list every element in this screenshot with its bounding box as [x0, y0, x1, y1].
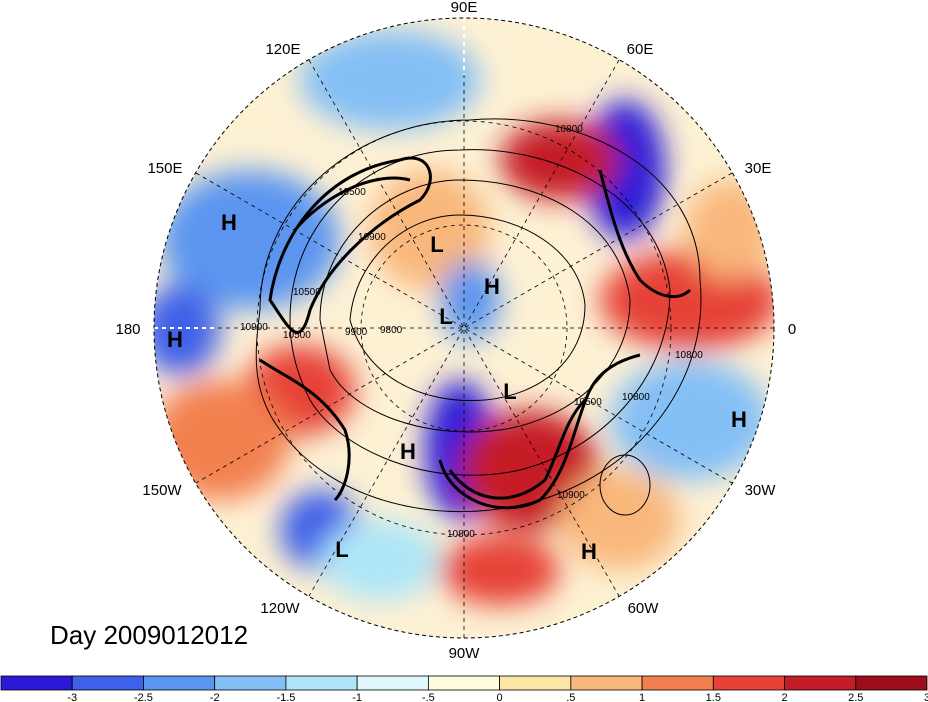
colorbar-tick-label: 3	[924, 692, 928, 702]
lon-label-180: 180	[115, 321, 140, 338]
contour-label: 10500	[293, 287, 321, 298]
high-pressure-label: H	[484, 274, 500, 299]
high-pressure-label: H	[731, 407, 747, 432]
contour-label: 10800	[555, 124, 583, 135]
low-pressure-label: L	[439, 304, 452, 329]
lon-label-0: 0	[788, 321, 796, 338]
high-pressure-label: H	[581, 539, 597, 564]
colorbar-tick-label: 1.5	[706, 692, 721, 702]
low-pressure-label: L	[430, 232, 443, 257]
map-boundary	[153, 17, 775, 639]
contour-label: 10800	[447, 529, 475, 540]
colorbar-box	[784, 675, 857, 691]
colorbar-tick-label: -.5	[422, 692, 435, 702]
lon-label-120w: 120W	[260, 600, 300, 617]
colorbar-box	[356, 675, 429, 691]
colorbar-tick-label: -3	[67, 692, 77, 702]
colorbar-tick-label: .5	[566, 692, 575, 702]
high-pressure-label: H	[167, 327, 183, 352]
colorbar-box	[855, 675, 928, 691]
lon-label-30e: 30E	[745, 160, 772, 177]
contour-label: 10500	[338, 187, 366, 198]
colorbar-box	[285, 675, 358, 691]
colorbar-box	[427, 675, 501, 691]
contour-label: 10800	[622, 392, 650, 403]
colorbar-tick-label: 2	[781, 692, 787, 702]
contour-label: 10900	[557, 490, 585, 501]
graticule	[154, 18, 774, 638]
colorbar-tick-label: -1	[352, 692, 362, 702]
colorbar-box	[214, 675, 287, 691]
colorbar-box	[641, 675, 714, 691]
height-contours	[255, 118, 702, 516]
colorbar-tick-label: -2	[210, 692, 220, 702]
polar-map: 90E 120E 60E 150E 30E 180 0 150W 30W 120…	[115, 0, 796, 662]
colorbar-tick-label: 0	[497, 692, 503, 702]
lon-label-120e: 120E	[265, 41, 300, 58]
colorbar-box	[143, 675, 216, 691]
high-pressure-label: H	[400, 439, 416, 464]
lon-label-90w: 90W	[449, 645, 481, 662]
lon-label-150e: 150E	[147, 160, 182, 177]
colorbar-box	[712, 675, 785, 691]
lon-label-60e: 60E	[627, 41, 654, 58]
colorbar-tick-label: 2.5	[848, 692, 863, 702]
contour-label: 10900	[240, 322, 268, 333]
low-pressure-label: L	[335, 537, 348, 562]
colorbar-tick-label: -1.5	[276, 692, 295, 702]
colorbar: -3 -2.5 -2 -1.5 -1 -.5 0 .5 1 1.5 2 2.5 3	[0, 675, 928, 702]
colorbar-box	[71, 675, 144, 691]
contour-label: 10500	[283, 330, 311, 341]
colorbar-box	[570, 675, 643, 691]
lon-label-150w: 150W	[142, 482, 182, 499]
low-pressure-label: L	[503, 379, 516, 404]
colorbar-box	[0, 675, 73, 691]
contour-label: 9900	[345, 327, 368, 338]
contour-label: 9800	[380, 325, 403, 336]
high-pressure-label: H	[221, 210, 237, 235]
lon-label-60w: 60W	[628, 600, 660, 617]
colorbar-box	[499, 675, 572, 691]
contour-label: 10500	[574, 397, 602, 408]
colorbar-tick-label: -2.5	[134, 692, 153, 702]
lon-label-30w: 30W	[745, 482, 777, 499]
colorbar-tick-label: 1	[639, 692, 645, 702]
contour-label: 10800	[675, 350, 703, 361]
contour-label: 10900	[358, 232, 386, 243]
map-title: Day 2009012012	[50, 620, 249, 650]
lon-label-90e: 90E	[451, 0, 478, 16]
